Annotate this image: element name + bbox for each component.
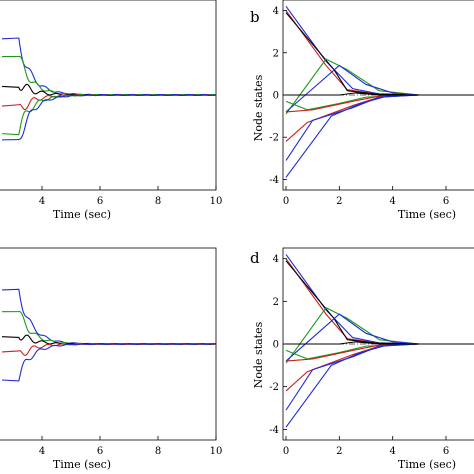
panel-d-xtick-label-1: 2 (336, 446, 342, 457)
panel-b-ytick-label-2: 0 (273, 91, 279, 102)
panel-d-ytick-label-1: -2 (269, 382, 279, 393)
panel-a-xlabel: Time (sec) (53, 208, 111, 221)
panel-c-xtick-label-3: 10 (210, 446, 223, 457)
panel-b-series-7 (285, 94, 474, 142)
panel-b-ylabel: Node states (252, 74, 265, 141)
panel-b-plot: 0 2 4 6 -4 -2 0 2 4 (269, 6, 474, 207)
panel-d-ytick-label-0: -4 (269, 425, 279, 436)
panel-c-plot: 4 6 8 10 (2, 288, 223, 457)
panel-b-series-8 (285, 94, 474, 161)
panel-a-plot: 4 6 8 10 (2, 37, 223, 207)
panel-c: 4 6 8 10 Time (sec) (0, 247, 223, 471)
panel-b-series-2 (285, 12, 474, 96)
panel-c-series-0 (2, 288, 216, 345)
panel-a-series-1 (2, 55, 216, 96)
panel-a: 4 6 8 10 Time (sec) (0, 0, 222, 221)
panel-d-ytick-label-4: 4 (273, 254, 279, 265)
panel-c-series-group (2, 288, 216, 382)
panel-a-series-0 (2, 37, 216, 96)
panel-a-series-4 (2, 94, 216, 136)
panel-b-letter: b (250, 8, 260, 26)
panel-d-series-10 (286, 341, 474, 345)
panel-d-ylabel: Node states (252, 321, 265, 388)
panel-d-xlabel: Time (sec) (398, 458, 456, 471)
panel-c-series-2 (2, 334, 216, 345)
panel-d-series-9 (285, 343, 474, 428)
panel-c-series-4 (2, 343, 216, 382)
panel-d-series-0 (285, 254, 474, 345)
panel-b-xtick-label-2: 4 (389, 196, 395, 207)
panel-a-xtick-label-2: 8 (155, 196, 161, 207)
panel-c-xtick-label-2: 8 (155, 446, 161, 457)
panel-d-xtick-label-0: 0 (283, 446, 289, 457)
panel-a-xtick-label-3: 10 (210, 196, 223, 207)
panel-d-series-3 (285, 307, 474, 364)
panel-d-series-1 (285, 258, 474, 345)
panel-b-xtick-label-3: 6 (443, 196, 449, 207)
panel-c-series-1 (2, 311, 216, 345)
panel-b-ytick-label-3: 2 (273, 48, 279, 59)
panel-b-series-4 (285, 64, 474, 113)
panel-d-series-2 (285, 260, 474, 345)
panel-d-series-group (283, 254, 474, 428)
panel-b-series-group (283, 6, 474, 178)
panel-a-series-5 (2, 94, 216, 141)
panel-b-series-0 (285, 6, 474, 96)
panel-b-xlabel: Time (sec) (398, 208, 456, 221)
panel-a-xtick-label-1: 6 (97, 196, 103, 207)
panel-c-xlabel: Time (sec) (53, 458, 111, 471)
panel-d-xtick-label-2: 4 (389, 446, 395, 457)
panel-c-xtick-label-0: 4 (39, 446, 45, 457)
panel-b: b 0 2 4 6 -4 -2 0 2 4 Node states Time (sec) (250, 0, 474, 221)
panel-d: d 0 2 4 6 -4 -2 0 2 4 Node states Time (sec) (250, 247, 474, 471)
panel-c-series-3 (2, 343, 216, 356)
panel-a-series-2 (2, 83, 216, 96)
panel-b-series-10 (286, 92, 474, 96)
panel-d-series-7 (285, 343, 474, 392)
panel-b-xtick-label-0: 0 (283, 196, 289, 207)
panel-a-series-group (2, 37, 216, 141)
panel-d-series-8 (285, 343, 474, 411)
panel-a-xtick-label-0: 4 (39, 196, 45, 207)
panel-b-ytick-label-0: -4 (269, 175, 279, 186)
panel-b-xtick-label-1: 2 (336, 196, 342, 207)
panel-b-series-3 (285, 58, 474, 115)
panel-d-ytick-label-2: 0 (273, 340, 279, 351)
panel-d-plot: 0 2 4 6 -4 -2 0 2 4 (269, 254, 474, 457)
panel-b-series-9 (285, 94, 474, 178)
panel-b-ytick-label-4: 4 (273, 6, 279, 17)
panel-c-xtick-label-1: 6 (97, 446, 103, 457)
panel-b-ytick-label-1: -2 (269, 133, 279, 144)
panel-d-letter: d (250, 249, 260, 267)
panel-d-series-4 (285, 313, 474, 362)
panel-b-series-1 (285, 10, 474, 96)
panel-d-ytick-label-3: 2 (273, 297, 279, 308)
panel-d-xtick-label-3: 6 (443, 446, 449, 457)
